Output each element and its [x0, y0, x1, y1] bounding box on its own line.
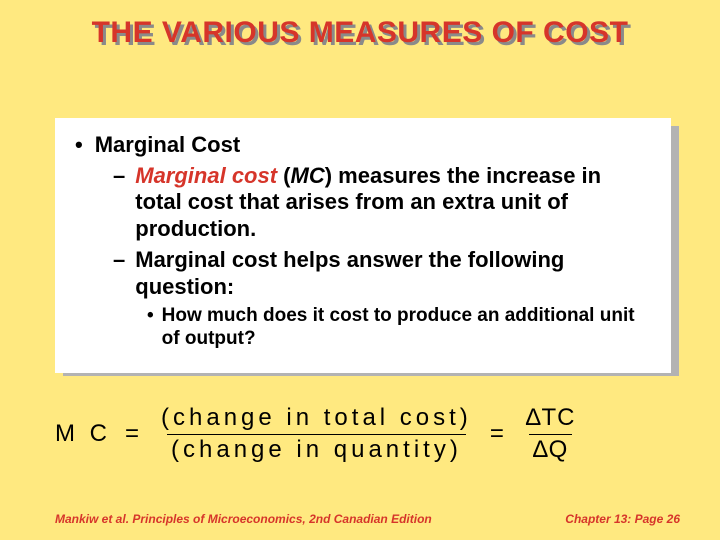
eq-frac1-den: (change in quantity)	[167, 434, 466, 465]
bullet-level3-text: How much does it cost to produce an addi…	[162, 305, 651, 351]
equation: M C = (change in total cost) (change in …	[55, 404, 671, 465]
content-wrap: • Marginal Cost – Marginal cost (MC) mea…	[55, 118, 671, 373]
eq-equals-2: =	[490, 420, 508, 448]
eq-frac2: ∆TC ∆Q	[522, 404, 580, 465]
eq-frac2-den: ∆Q	[529, 434, 572, 465]
term-marginal-cost: Marginal cost	[135, 163, 277, 188]
bullet-level2: – Marginal cost (MC) measures the increa…	[113, 163, 651, 242]
abbr-mc: MC	[291, 163, 325, 188]
slide-title: THE VARIOUS MEASURES OF COST	[0, 14, 720, 52]
eq-equals: =	[125, 420, 143, 448]
bullet-level2b-text: Marginal cost helps answer the following…	[135, 247, 651, 300]
bullet-level1-text: Marginal Cost	[95, 132, 240, 158]
bullet-dash-icon: –	[113, 247, 125, 300]
eq-frac1-num: (change in total cost)	[157, 404, 476, 434]
content-box: • Marginal Cost – Marginal cost (MC) mea…	[55, 118, 671, 373]
footer: Mankiw et al. Principles of Microeconomi…	[55, 512, 680, 526]
bullet-level3: • How much does it cost to produce an ad…	[147, 305, 651, 351]
bullet-dash-icon: –	[113, 163, 125, 242]
bullet-level1: • Marginal Cost	[75, 132, 651, 158]
eq-lhs: M C	[55, 420, 111, 448]
bullet-dot-small-icon: •	[147, 305, 154, 351]
eq-frac1: (change in total cost) (change in quanti…	[157, 404, 476, 465]
paren-open: (	[277, 163, 290, 188]
eq-frac2-num: ∆TC	[522, 404, 580, 434]
footer-right: Chapter 13: Page 26	[565, 512, 680, 526]
bullet-level2a-text: Marginal cost (MC) measures the increase…	[135, 163, 651, 242]
footer-left: Mankiw et al. Principles of Microeconomi…	[55, 512, 432, 526]
slide-title-wrap: THE VARIOUS MEASURES OF COST THE VARIOUS…	[0, 0, 720, 100]
bullet-dot-icon: •	[75, 132, 83, 158]
bullet-level2: – Marginal cost helps answer the followi…	[113, 247, 651, 300]
